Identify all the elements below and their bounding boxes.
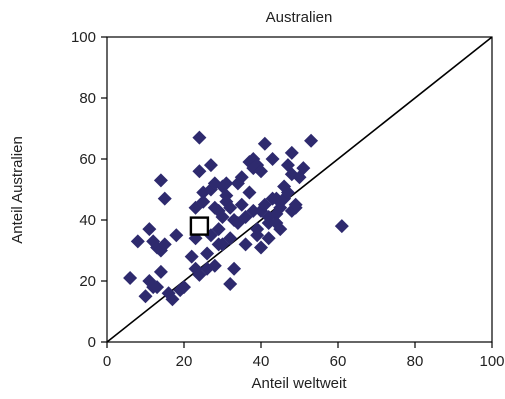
data-point bbox=[142, 222, 157, 237]
data-point bbox=[196, 194, 211, 209]
y-tick-label: 60 bbox=[79, 151, 96, 168]
data-point bbox=[219, 176, 234, 191]
data-point bbox=[157, 191, 172, 206]
y-tick-label: 0 bbox=[88, 334, 96, 351]
data-point bbox=[184, 249, 199, 264]
data-points bbox=[123, 130, 349, 307]
data-point bbox=[203, 158, 218, 173]
data-point bbox=[223, 231, 238, 246]
data-point bbox=[250, 228, 265, 243]
data-point bbox=[130, 234, 145, 249]
data-point bbox=[246, 203, 261, 218]
data-point bbox=[169, 228, 184, 243]
data-point bbox=[153, 173, 168, 188]
data-point bbox=[215, 209, 230, 224]
data-point bbox=[192, 130, 207, 145]
y-tick-label: 40 bbox=[79, 212, 96, 229]
data-point bbox=[284, 145, 299, 160]
data-point bbox=[223, 277, 238, 292]
y-tick-label: 80 bbox=[79, 90, 96, 107]
data-point bbox=[234, 197, 249, 212]
x-tick-label: 100 bbox=[479, 353, 504, 370]
data-point bbox=[334, 219, 349, 234]
plot-area-frame bbox=[106, 36, 493, 343]
data-point bbox=[192, 164, 207, 179]
data-point bbox=[177, 280, 191, 295]
highlight-square-marker bbox=[189, 216, 210, 236]
data-point bbox=[265, 152, 280, 166]
data-point bbox=[219, 188, 234, 203]
data-point bbox=[138, 289, 153, 304]
data-point bbox=[227, 261, 242, 276]
data-point bbox=[304, 133, 319, 148]
data-point bbox=[153, 264, 168, 279]
x-tick-label: 20 bbox=[176, 353, 193, 370]
data-point bbox=[223, 200, 238, 215]
data-point bbox=[207, 258, 222, 273]
y-axis-label: Anteil Australien bbox=[9, 136, 26, 244]
y-tick-label: 20 bbox=[79, 273, 96, 290]
chart-title: Australien bbox=[266, 9, 333, 26]
data-point bbox=[200, 246, 215, 261]
x-tick-label: 80 bbox=[407, 353, 424, 370]
data-point bbox=[254, 240, 268, 255]
x-tick-label: 0 bbox=[103, 353, 111, 370]
data-point bbox=[150, 280, 165, 295]
y-axis-ticks: 0 20 40 60 80 100 bbox=[71, 29, 107, 351]
data-point bbox=[254, 164, 268, 179]
data-point bbox=[211, 222, 226, 237]
y-tick-label: 100 bbox=[71, 29, 96, 46]
x-axis-ticks: 0 20 40 60 80 100 bbox=[103, 342, 505, 370]
data-point bbox=[261, 231, 276, 246]
data-point bbox=[157, 237, 172, 252]
data-point bbox=[296, 161, 311, 176]
data-point bbox=[234, 170, 249, 185]
data-point bbox=[280, 185, 295, 200]
data-point bbox=[242, 185, 257, 200]
data-point bbox=[123, 270, 138, 285]
highlight-layer bbox=[189, 216, 210, 236]
data-point bbox=[238, 237, 253, 252]
x-tick-label: 40 bbox=[253, 353, 270, 370]
x-axis-label: Anteil weltweit bbox=[251, 375, 347, 392]
x-tick-label: 60 bbox=[330, 353, 347, 370]
data-point bbox=[273, 222, 288, 237]
data-point bbox=[257, 136, 272, 151]
data-point bbox=[288, 197, 303, 212]
data-point bbox=[165, 292, 180, 307]
